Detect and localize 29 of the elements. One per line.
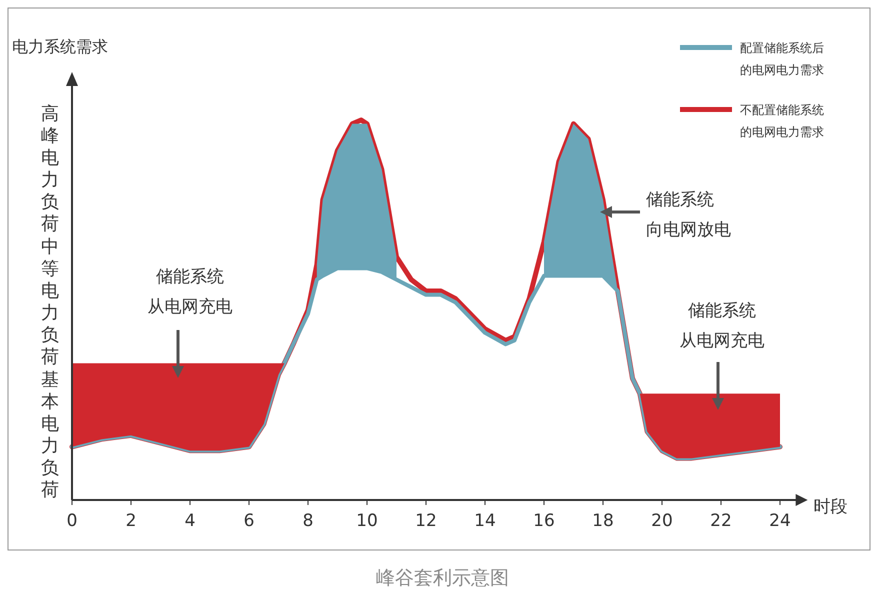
x-tick-label: 6 bbox=[244, 511, 254, 531]
x-tick-label: 4 bbox=[184, 511, 196, 531]
x-tick-label: 2 bbox=[126, 511, 136, 531]
annotation: 储能系统从电网充电 bbox=[148, 267, 232, 317]
annotation: 储能系统从电网充电 bbox=[680, 301, 764, 410]
x-tick-label: 0 bbox=[66, 511, 78, 531]
text: 中等电力负荷 bbox=[41, 236, 59, 368]
text: 高峰电力负荷 bbox=[41, 104, 59, 234]
x-tick-label: 22 bbox=[710, 511, 732, 531]
x-tick-label: 24 bbox=[769, 511, 791, 531]
x-tick-label: 8 bbox=[302, 511, 314, 531]
x-tick-label: 18 bbox=[592, 511, 614, 531]
y-axis-title: 电力系统需求 bbox=[12, 37, 108, 56]
x-tick-label: 20 bbox=[651, 511, 673, 531]
legend-item: 配置储能系统后的电网电力需求 bbox=[680, 41, 824, 77]
legend-item: 不配置储能系统的电网电力需求 bbox=[680, 103, 824, 139]
x-tick-label: 12 bbox=[415, 511, 437, 531]
annotation: 储能系统从电网充电 bbox=[148, 267, 232, 378]
legend-label: 配置储能系统后的电网电力需求 bbox=[740, 41, 824, 77]
x-tick-label: 14 bbox=[474, 511, 496, 531]
text: 基本电力负荷 bbox=[41, 370, 59, 500]
x-tick-label: 10 bbox=[356, 511, 378, 531]
annotation: 储能系统从电网充电 bbox=[680, 301, 764, 351]
x-tick-label: 16 bbox=[533, 511, 555, 531]
legend-label: 不配置储能系统的电网电力需求 bbox=[740, 103, 824, 139]
x-axis-title: 时段 bbox=[814, 497, 848, 517]
annotation: 储能系统向电网放电 bbox=[646, 190, 731, 240]
text: 峰谷套利示意图 bbox=[376, 567, 509, 589]
annotation: 储能系统向电网放电 bbox=[600, 190, 731, 240]
